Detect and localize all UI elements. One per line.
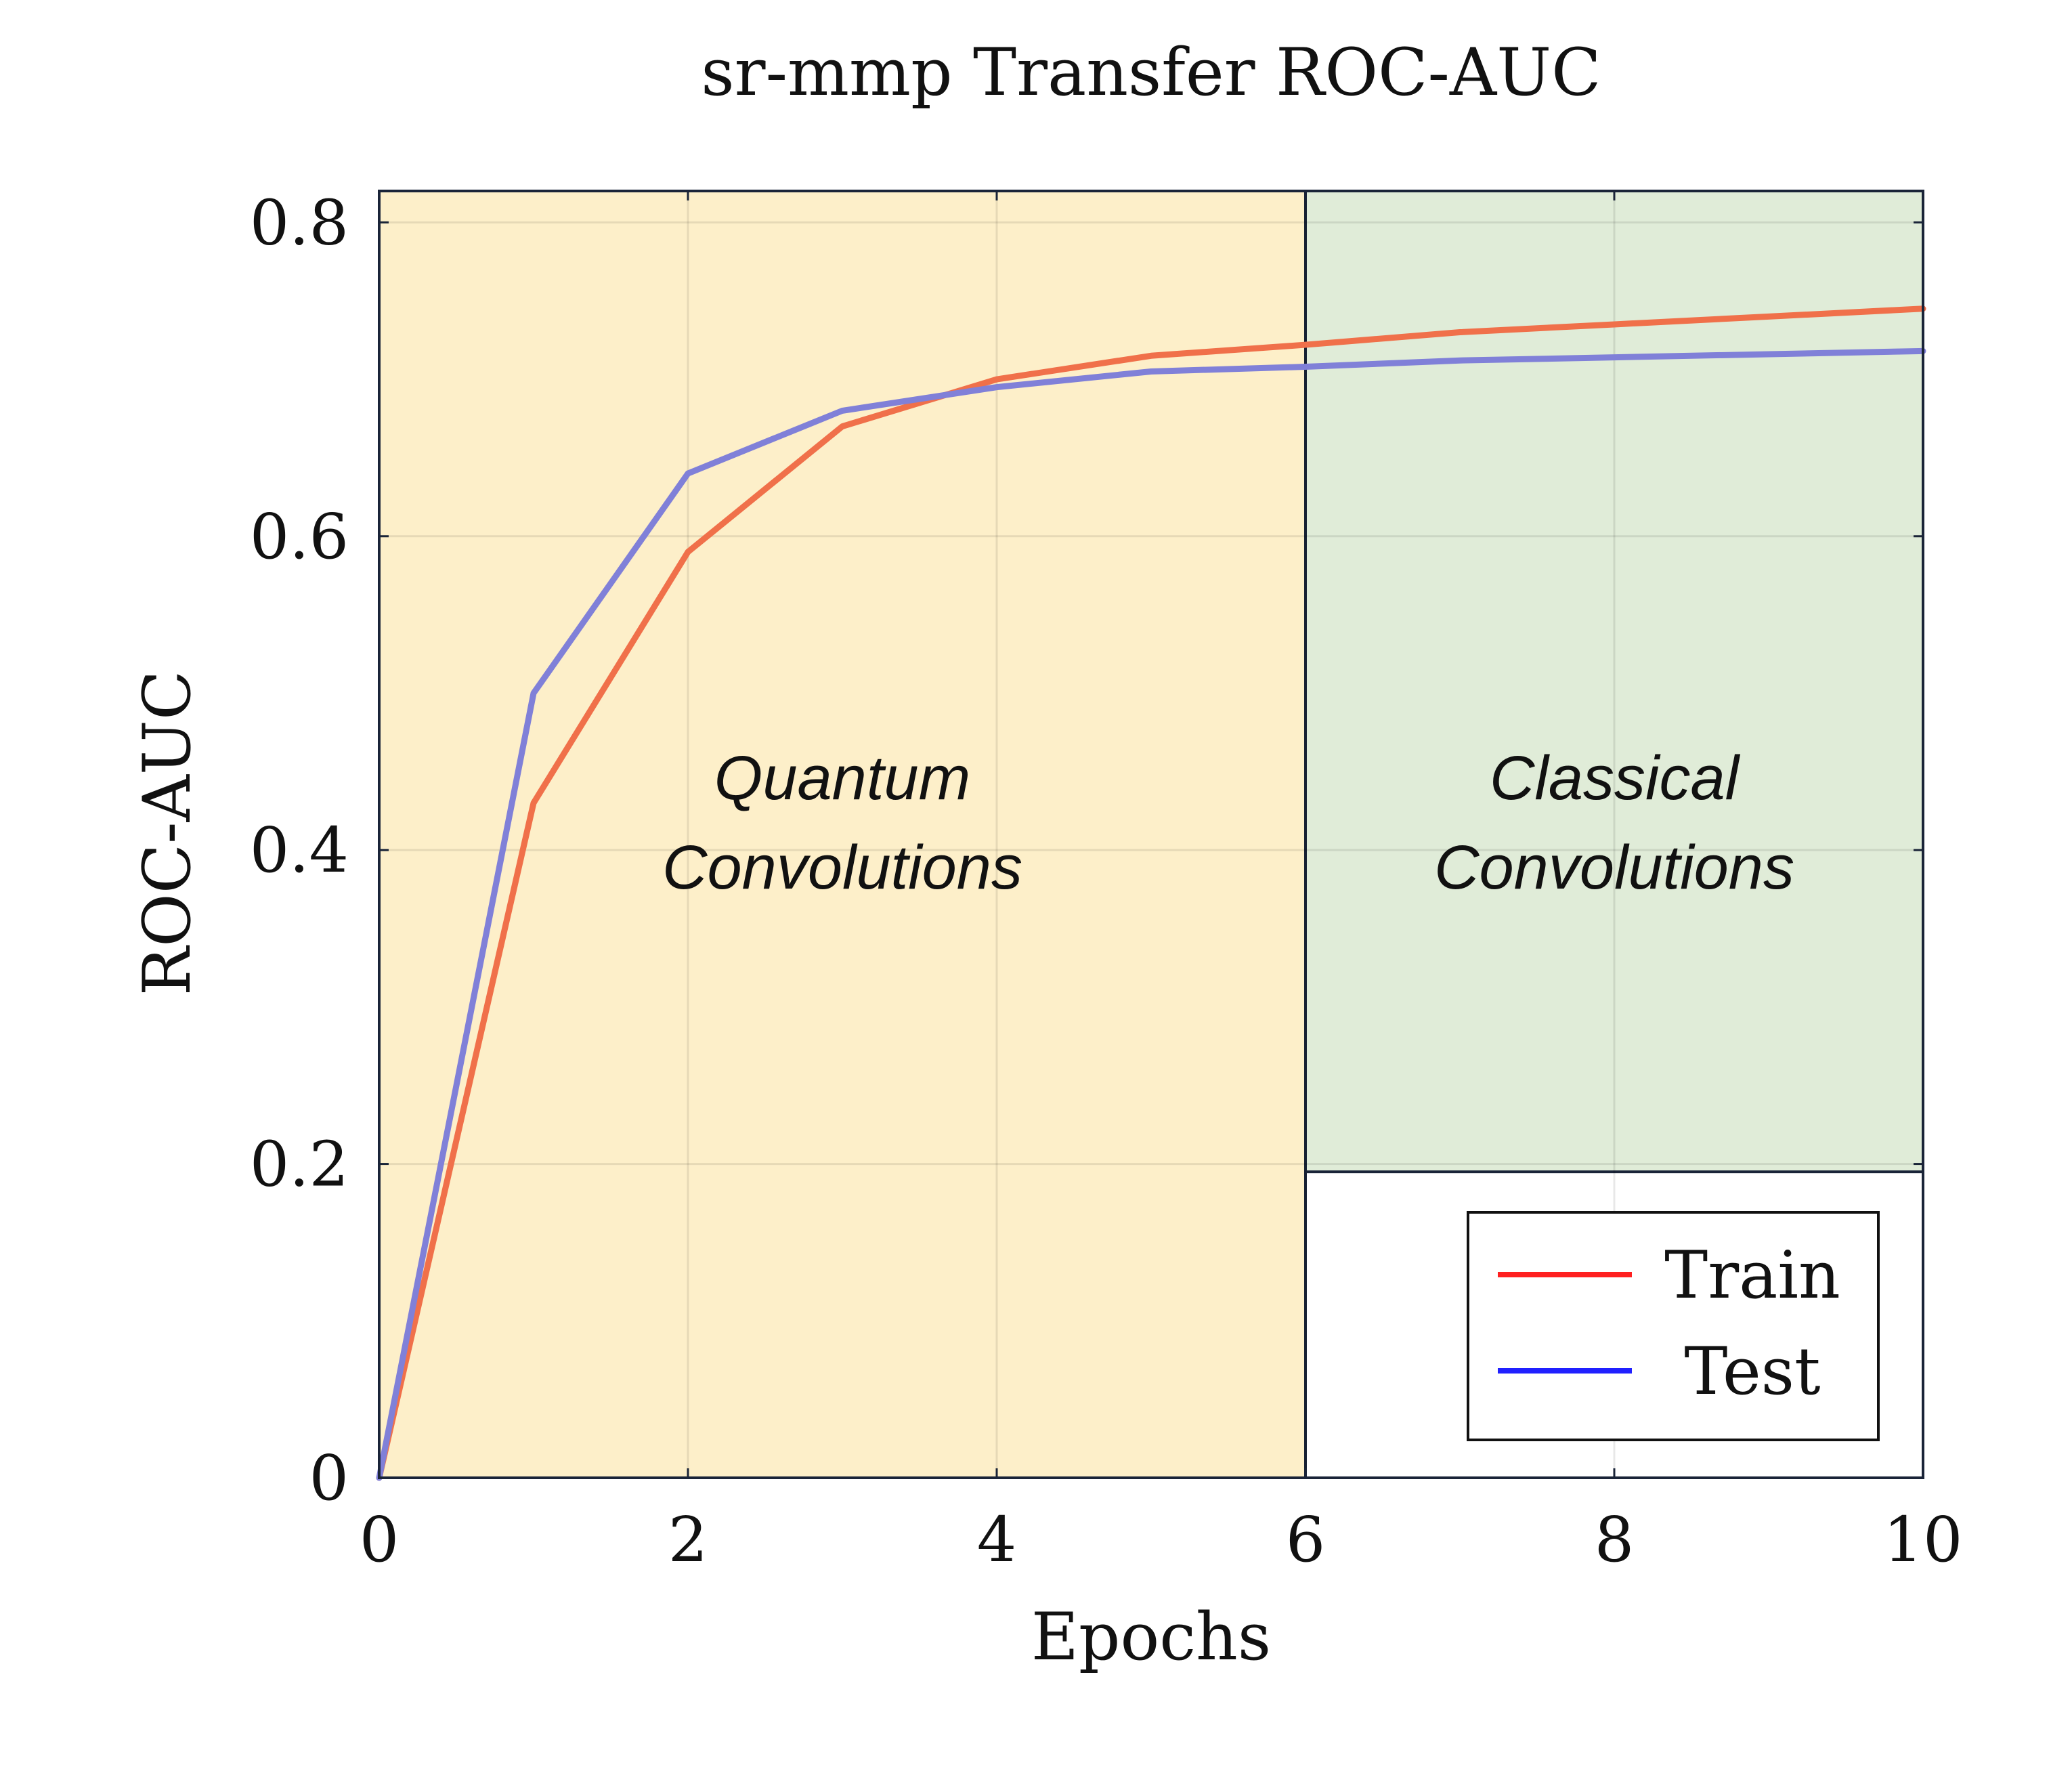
x-tick-labels: 0 2 4 6 8 10 bbox=[360, 1504, 1963, 1576]
region-label-1-0: Classical bbox=[1490, 744, 1741, 813]
x-tick-label-4: 8 bbox=[1595, 1504, 1635, 1576]
legend-box bbox=[1467, 1211, 1880, 1441]
region-label-0-0: Quantum bbox=[714, 744, 970, 813]
y-tick-label-4: 0.8 bbox=[250, 186, 349, 259]
series-line-train bbox=[376, 305, 1926, 1481]
y-tick-label-0: 0 bbox=[309, 1442, 349, 1514]
legend-label-test: Test bbox=[1684, 1334, 1820, 1409]
y-tick-label-2: 0.4 bbox=[250, 814, 349, 887]
y-tick-label-3: 0.6 bbox=[250, 501, 349, 573]
legend-label-train: Train bbox=[1664, 1237, 1840, 1313]
x-tick-label-2: 4 bbox=[977, 1504, 1017, 1576]
legend: Train Test bbox=[1467, 1211, 1880, 1441]
region-label-0-1: Convolutions bbox=[662, 833, 1022, 902]
plot-frame bbox=[378, 190, 1924, 1479]
x-tick-label-1: 2 bbox=[668, 1504, 708, 1576]
y-axis-label: ROC-AUC bbox=[129, 670, 205, 996]
axes-frame bbox=[378, 190, 1924, 1479]
x-axis-label: Epochs bbox=[1031, 1599, 1271, 1675]
x-tick-label-3: 6 bbox=[1286, 1504, 1326, 1576]
y-tick-label-1: 0.2 bbox=[250, 1128, 349, 1201]
series-layer bbox=[376, 305, 1926, 1481]
region-labels-layer: Quantum Convolutions Classical Convolutions bbox=[662, 744, 1794, 902]
y-tick-labels: 0 0.2 0.4 0.6 0.8 bbox=[250, 186, 349, 1514]
series-line-test bbox=[376, 347, 1926, 1481]
x-tick-label-0: 0 bbox=[360, 1504, 400, 1576]
chart-title: sr-mmp Transfer ROC-AUC bbox=[701, 35, 1601, 110]
x-tick-label-5: 10 bbox=[1883, 1504, 1962, 1576]
region-label-1-1: Convolutions bbox=[1434, 833, 1794, 902]
region-0 bbox=[378, 190, 1307, 1479]
